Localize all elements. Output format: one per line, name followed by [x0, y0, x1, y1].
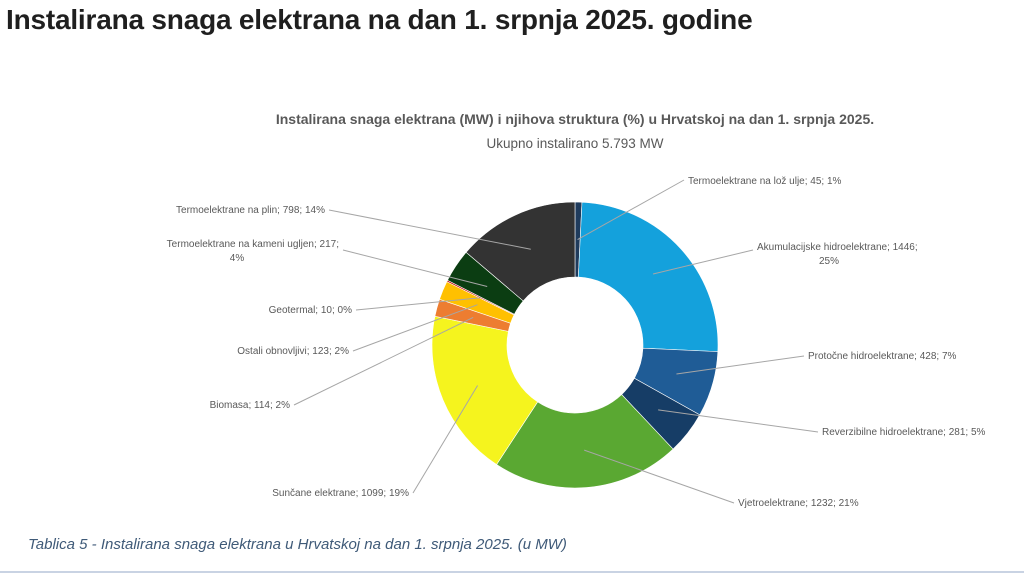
data-label: Biomasa; 114; 2% — [210, 400, 291, 411]
chart-subtitle: Ukupno instalirano 5.793 MW — [486, 136, 663, 151]
data-label: Ostali obnovljivi; 123; 2% — [237, 346, 349, 357]
leader-line — [658, 409, 819, 433]
data-label: Reverzibilne hidroelektrane; 281; 5% — [822, 427, 986, 438]
data-label: Termoelektrane na plin; 798; 14% — [176, 205, 325, 216]
bottom-divider — [0, 571, 1024, 573]
data-labels: Termoelektrane na lož ulje; 45; 1% Akumul… — [167, 176, 986, 509]
slice-vjetroelektrane — [496, 394, 674, 489]
slices-layer — [431, 201, 719, 489]
leader-line — [676, 355, 805, 375]
leader-line — [412, 385, 479, 494]
chart-title: Instalirana snaga elektrana (MW) i njiho… — [276, 111, 874, 127]
data-label: Termoelektrane na kameni ugljen; 217; 4% — [167, 239, 339, 264]
leader-line — [577, 179, 685, 240]
leader-lines — [293, 179, 819, 504]
leader-line — [652, 249, 754, 275]
data-label: Termoelektrane na lož ulje; 45; 1% — [688, 176, 842, 187]
leader-line — [342, 249, 488, 287]
data-label: Vjetroelektrane; 1232; 21% — [738, 498, 859, 509]
slide-title: Instalirana snaga elektrana na dan 1. sr… — [6, 4, 753, 35]
leader-line — [328, 209, 531, 250]
slice-sunčane-elektrane — [431, 315, 539, 465]
data-label: Protočne hidroelektrane; 428; 7% — [808, 351, 957, 362]
data-label: Sunčane elektrane; 1099; 19% — [272, 488, 409, 499]
data-label: Akumulacijske hidroelektrane; 1446; 25% — [757, 242, 918, 267]
slice-termoelektrane-na-plin — [465, 201, 576, 302]
slice-akumulacijske-hidroelektrane — [578, 201, 719, 352]
leader-line — [584, 449, 735, 504]
table-caption: Tablica 5 - Instalirana snaga elektrana … — [28, 536, 567, 553]
leader-line — [293, 317, 474, 406]
leader-line — [355, 297, 481, 311]
data-label: Geotermal; 10; 0% — [269, 305, 352, 316]
leader-line — [352, 304, 478, 352]
